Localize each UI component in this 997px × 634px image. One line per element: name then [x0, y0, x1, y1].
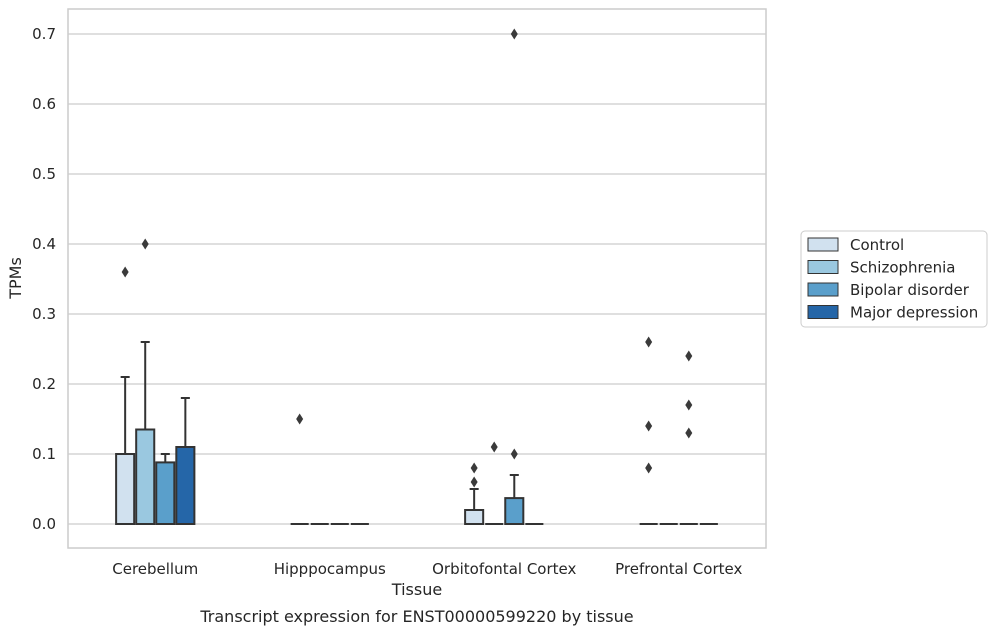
box-body	[504, 497, 525, 526]
box-control	[290, 413, 309, 525]
x-tick-label: Orbitofontal Cortex	[432, 560, 576, 578]
box-schizophrenia	[135, 238, 156, 525]
outlier-point	[510, 28, 518, 40]
chart-caption: Transcript expression for ENST0000059922…	[199, 607, 633, 626]
box-body	[175, 446, 196, 525]
y-tick-label: 0.7	[32, 25, 56, 43]
legend-label: Control	[850, 236, 904, 254]
x-tick-labels: Cerebellum Hipppocampus Orbitofontal Corte…	[112, 560, 742, 578]
box-control	[115, 266, 136, 525]
plot-frame	[67, 8, 767, 549]
x-tick-label: Prefrontal Cortex	[615, 560, 742, 578]
legend-frame	[800, 230, 988, 328]
y-axis-title: TPMs	[6, 257, 25, 300]
legend-swatch	[807, 305, 839, 319]
box-bipolar-disorder	[504, 28, 525, 526]
y-tick-label: 0.3	[32, 305, 56, 323]
outlier-point	[510, 448, 518, 460]
outlier-point	[121, 266, 129, 278]
outlier-point	[141, 238, 149, 250]
box-body	[155, 461, 176, 525]
box-body	[464, 509, 485, 525]
outlier-point	[296, 413, 304, 425]
y-tick-label: 0.4	[32, 235, 56, 253]
y-tick-label: 0.5	[32, 165, 56, 183]
y-tick-labels: 0.0 0.1 0.2 0.3 0.4 0.5 0.6 0.7	[32, 25, 56, 533]
outlier-point	[470, 462, 478, 474]
outlier-point	[645, 420, 653, 432]
box-bipolar-disorder	[155, 453, 176, 525]
legend: Control Schizophrenia Bipolar disorder Majo…	[800, 230, 988, 328]
legend-label: Major depression	[850, 304, 978, 322]
y-tick-label: 0.1	[32, 445, 56, 463]
x-tick-label: Cerebellum	[112, 560, 198, 578]
x-tick-label: Hipppocampus	[274, 560, 386, 578]
legend-label: Schizophrenia	[850, 259, 955, 277]
box-bipolar-disorder	[679, 350, 698, 525]
outlier-point	[490, 441, 498, 453]
legend-swatch	[807, 282, 839, 297]
box-control	[639, 336, 658, 525]
boxes	[115, 28, 718, 526]
box-control	[464, 462, 485, 525]
outlier-point	[645, 336, 653, 348]
legend-label: Bipolar disorder	[850, 281, 970, 299]
outlier-point	[470, 476, 478, 488]
box-body	[135, 428, 156, 525]
box-body	[115, 453, 136, 525]
y-tick-label: 0.0	[32, 515, 56, 533]
box-major-depression	[175, 397, 196, 525]
outlier-point	[685, 350, 693, 362]
legend-swatch	[807, 260, 839, 274]
outlier-point	[685, 399, 693, 411]
outlier-point	[645, 462, 653, 474]
y-tick-label: 0.2	[32, 375, 56, 393]
legend-swatch	[807, 237, 839, 252]
x-axis-title: Tissue	[391, 580, 442, 599]
outlier-point	[685, 427, 693, 439]
box-schizophrenia	[485, 441, 504, 525]
y-tick-label: 0.6	[32, 95, 56, 113]
